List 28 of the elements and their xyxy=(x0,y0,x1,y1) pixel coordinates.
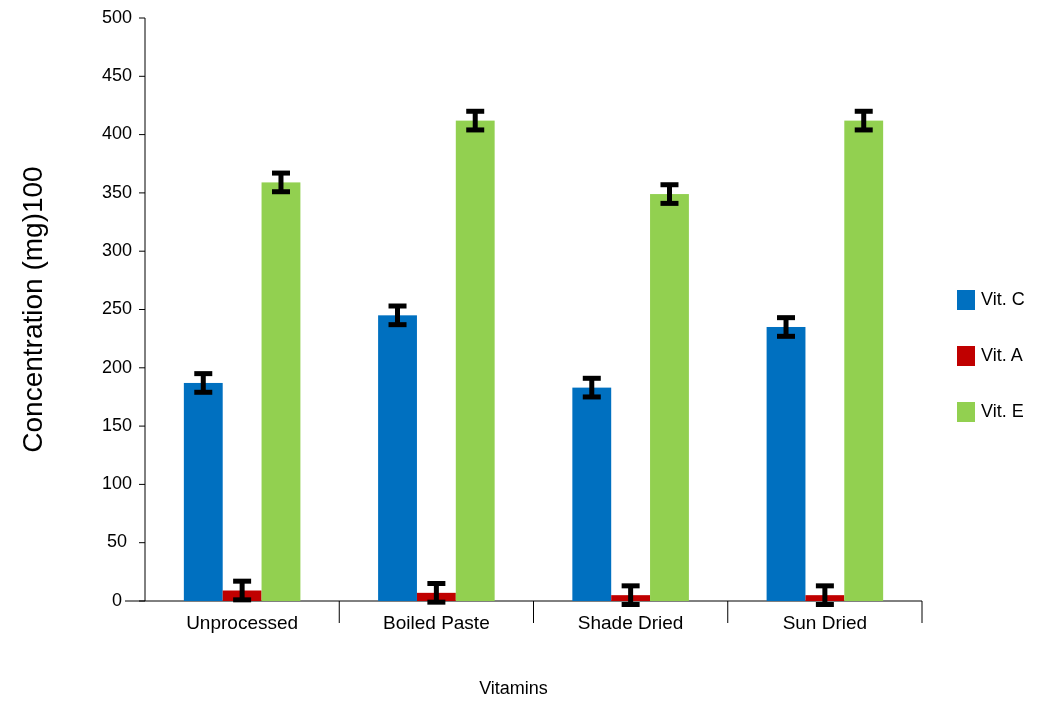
bar xyxy=(572,387,612,601)
y-tick-label: 300 xyxy=(101,239,133,260)
y-axis-title: Concentration (mg)100 xyxy=(17,166,48,453)
y-tick-label: 450 xyxy=(101,65,133,86)
y-tick-label: 200 xyxy=(101,356,133,377)
x-axis-title: Vitamins xyxy=(479,678,548,698)
x-tick-label: Boiled Paste xyxy=(383,612,490,633)
bar xyxy=(766,326,806,601)
bar xyxy=(378,315,417,601)
y-tick-label: 250 xyxy=(101,298,133,319)
y-tick-label: 150 xyxy=(101,414,133,435)
bar xyxy=(650,194,689,601)
legend-label: Vit. E xyxy=(981,400,1024,421)
y-tick-label: 500 xyxy=(101,6,133,27)
legend-label: Vit. C xyxy=(981,288,1025,309)
x-tick-label: Sun Dried xyxy=(782,612,868,633)
y-tick-label: 100 xyxy=(101,473,133,494)
x-tick-label: Shade Dried xyxy=(577,612,684,633)
x-tick-label: Unprocessed xyxy=(186,612,299,633)
bar xyxy=(455,120,495,601)
bar xyxy=(844,120,884,601)
bar xyxy=(183,382,223,601)
y-tick-label: 50 xyxy=(106,531,128,552)
y-tick-label: 400 xyxy=(101,123,133,144)
bar xyxy=(261,182,301,601)
y-tick-label: 350 xyxy=(101,181,133,202)
y-tick-label: 0 xyxy=(111,589,123,610)
legend-label: Vit. A xyxy=(981,344,1023,365)
